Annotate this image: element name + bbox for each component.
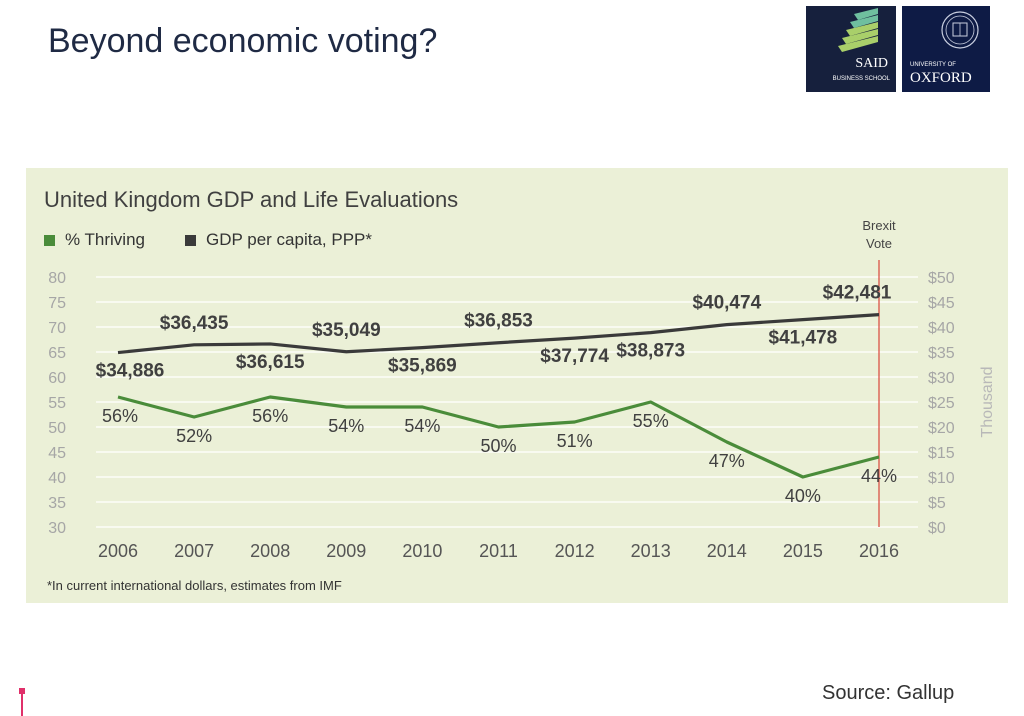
thriving-data-label: 40% (785, 486, 821, 506)
x-tick-label: 2012 (555, 541, 595, 561)
y-right-tick-label: $25 (928, 395, 955, 412)
chart-title: United Kingdom GDP and Life Evaluations (44, 187, 459, 212)
gdp-data-label: $35,049 (312, 320, 381, 341)
thriving-data-label: 50% (480, 436, 516, 456)
thriving-data-label: 55% (633, 411, 669, 431)
y-right-tick-label: $0 (928, 520, 946, 537)
legend-swatch-thriving (44, 234, 55, 246)
chart-panel: United Kingdom GDP and Life Evaluations … (26, 168, 1008, 603)
x-tick-label: 2011 (479, 541, 518, 561)
y-right-tick-label: $20 (928, 420, 955, 437)
x-tick-label: 2008 (250, 541, 290, 561)
thriving-data-label: 51% (557, 431, 593, 451)
y-right-tick-label: $45 (928, 295, 955, 312)
x-tick-label: 2009 (326, 541, 366, 561)
thriving-data-label: 56% (252, 406, 288, 426)
gdp-data-label: $41,478 (769, 328, 838, 349)
y-right-tick-label: $50 (928, 270, 955, 287)
gdp-data-label: $40,474 (692, 293, 761, 314)
gdp-data-label: $37,774 (540, 346, 609, 367)
oxford-logo-text: OXFORD (910, 70, 972, 86)
slide-title: Beyond economic voting? (48, 22, 438, 60)
gdp-data-label: $36,615 (236, 352, 305, 373)
gdp-data-label: $34,886 (96, 361, 165, 382)
y-right-tick-label: $10 (928, 470, 955, 487)
y-left-tick-label: 45 (48, 445, 66, 462)
oxford-logo-subtext: UNIVERSITY OF (910, 62, 956, 68)
x-tick-label: 2015 (783, 541, 823, 561)
thriving-series-line (117, 395, 880, 479)
y-left-tick-label: 70 (48, 320, 66, 337)
gdp-data-label: $35,869 (388, 356, 457, 377)
y-right-unit-label: Thousand (979, 366, 996, 437)
said-stripes-icon (838, 8, 878, 52)
x-tick-label: 2010 (402, 541, 442, 561)
gdp-data-label: $36,435 (160, 313, 229, 334)
legend-item-thriving: % Thriving (44, 230, 145, 250)
thriving-data-label: 47% (709, 451, 745, 471)
legend-swatch-gdp (185, 234, 196, 246)
y-right-tick-label: $15 (928, 445, 955, 462)
gdp-data-label: $38,873 (616, 341, 685, 362)
legend-item-gdp: GDP per capita, PPP* (185, 230, 372, 250)
chart-plot-area: 80 75 70 65 60 55 50 45 40 35 30 $50 $45 $40 $35 $30 $25… (48, 218, 996, 561)
y-left-tick-label: 80 (48, 270, 66, 287)
brexit-annotation-line1: Brexit (862, 218, 896, 233)
x-tick-label: 2007 (174, 541, 214, 561)
x-tick-label: 2006 (98, 541, 138, 561)
y-left-tick-label: 40 (48, 470, 66, 487)
y-left-tick-label: 55 (48, 395, 66, 412)
x-tick-label: 2014 (707, 541, 747, 561)
gdp-data-label: $42,481 (823, 283, 892, 304)
said-logo-text: SAID (855, 56, 888, 71)
said-business-school-logo: SAID BUSINESS SCHOOL (806, 6, 896, 92)
brexit-annotation-line2: Vote (866, 236, 892, 251)
y-right-tick-label: $40 (928, 320, 955, 337)
x-tick-label: 2013 (631, 541, 671, 561)
gdp-data-label: $36,853 (464, 311, 533, 332)
y-left-tick-label: 60 (48, 370, 66, 387)
y-left-tick-label: 50 (48, 420, 66, 437)
said-logo-subtext: BUSINESS SCHOOL (832, 76, 890, 82)
y-left-tick-label: 35 (48, 495, 66, 512)
legend-label-gdp: GDP per capita, PPP* (206, 230, 372, 249)
chart-legend: % Thriving GDP per capita, PPP* (44, 230, 372, 250)
chart-footnote: *In current international dollars, estim… (47, 578, 342, 593)
legend-label-thriving: % Thriving (65, 230, 145, 249)
y-right-tick-label: $30 (928, 370, 955, 387)
text-cursor-icon (19, 688, 25, 716)
x-tick-label: 2016 (859, 541, 899, 561)
thriving-data-label: 54% (404, 416, 440, 436)
y-right-tick-label: $35 (928, 345, 955, 362)
gdp-series-line (117, 312, 880, 355)
y-right-tick-label: $5 (928, 495, 946, 512)
source-caption: Source: Gallup (822, 682, 955, 704)
y-left-tick-label: 30 (48, 520, 66, 537)
oxford-crest-icon (941, 11, 979, 49)
thriving-data-label: 52% (176, 426, 212, 446)
y-left-tick-label: 75 (48, 295, 66, 312)
thriving-data-label: 44% (861, 466, 897, 486)
thriving-data-label: 54% (328, 416, 364, 436)
thriving-data-label: 56% (102, 406, 138, 426)
university-of-oxford-logo: UNIVERSITY OF OXFORD (902, 6, 990, 92)
y-left-tick-label: 65 (48, 345, 66, 362)
